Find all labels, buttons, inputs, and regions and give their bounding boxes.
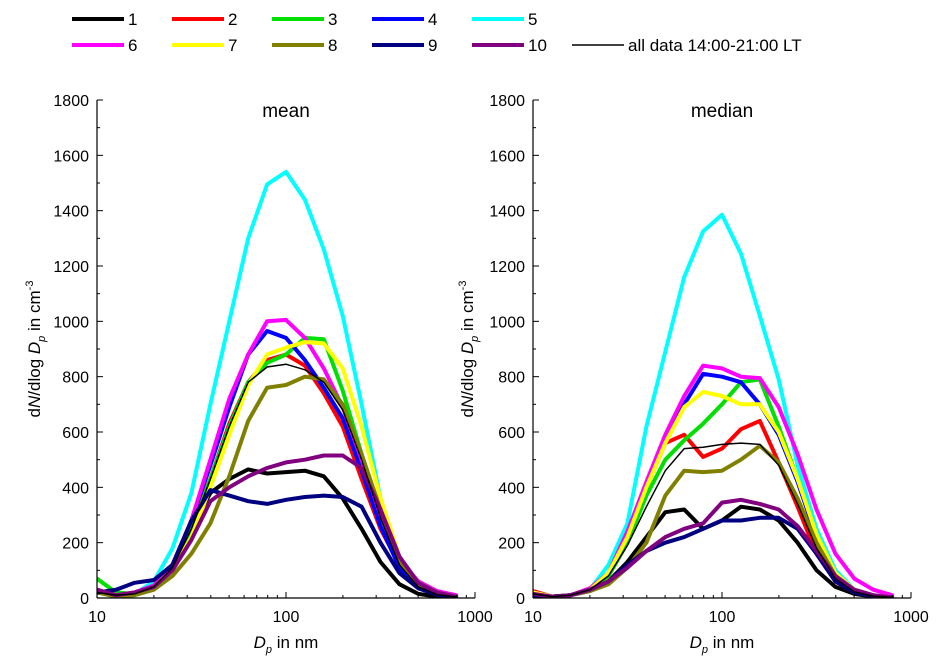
series-group — [533, 212, 895, 598]
x-tick-label: 100 — [273, 609, 300, 626]
legend-item-6: 6 — [72, 36, 137, 55]
legend-label: 8 — [328, 36, 337, 55]
y-tick-label: 1000 — [489, 314, 525, 331]
series-line-median-7 — [533, 389, 895, 598]
x-tick-label: 10 — [524, 609, 542, 626]
series-line-mean-6 — [97, 317, 459, 598]
y-tick-label: 400 — [498, 480, 525, 497]
legend-item-4: 4 — [372, 10, 437, 29]
legend-item-3: 3 — [272, 10, 337, 29]
legend-item-9: 9 — [372, 36, 437, 55]
legend-item-7: 7 — [172, 36, 237, 55]
y-axis-label: dN/dlog Dp in cm-3 — [457, 281, 481, 418]
y-tick-label: 1200 — [53, 259, 89, 276]
y-tick-label: 800 — [62, 370, 89, 387]
y-tick-label: 600 — [62, 425, 89, 442]
series-line-mean-1 — [97, 467, 459, 598]
legend-label: 6 — [128, 36, 137, 55]
panel-title: median — [691, 101, 753, 122]
y-tick-label: 600 — [498, 425, 525, 442]
panel-title: mean — [262, 101, 310, 122]
x-tick-label: 1000 — [893, 609, 929, 626]
series-line-median-5 — [533, 212, 895, 598]
y-axis-label: dN/dlog Dp in cm-3 — [24, 281, 48, 418]
x-axis-label: Dp in nm — [254, 633, 319, 656]
legend-item-10: 10 — [472, 36, 547, 55]
y-tick-label: 200 — [62, 536, 89, 553]
y-tick-label: 1600 — [53, 148, 89, 165]
legend-label: 3 — [328, 10, 337, 29]
series-line-median-all-data — [533, 442, 893, 598]
y-tick-label: 1400 — [489, 204, 525, 221]
y-tick-label: 0 — [80, 591, 89, 608]
legend-label: 1 — [128, 10, 137, 29]
chart-panel-mean: 0 200 400 600 800 1000 1200 1400 1600 1800 10 100 10… — [24, 93, 493, 656]
legend-label: 2 — [228, 10, 237, 29]
x-tick-label: 100 — [709, 609, 736, 626]
legend-label: 7 — [228, 36, 237, 55]
y-tick-label: 1200 — [489, 259, 525, 276]
series-line-median-3 — [533, 377, 895, 598]
legend-label: 10 — [528, 36, 547, 55]
y-tick-label: 800 — [498, 370, 525, 387]
legend-label: 9 — [428, 36, 437, 55]
legend-item-2: 2 — [172, 10, 237, 29]
y-tick-label: 0 — [516, 591, 525, 608]
series-line-mean-5 — [97, 169, 459, 598]
legend: 1 2 3 4 5 6 7 8 9 10 all data 14:00-21:00 LT — [72, 10, 802, 55]
y-tick-label: 1800 — [489, 93, 525, 110]
series-line-mean-9 — [97, 488, 459, 598]
chart-panel-median: 0 200 400 600 800 1000 1200 1400 1600 1800 10 100 10… — [457, 93, 929, 656]
y-tick-label: 200 — [498, 536, 525, 553]
y-tick-label: 1800 — [53, 93, 89, 110]
series-group — [97, 169, 459, 598]
x-tick-label: 10 — [88, 609, 106, 626]
y-tick-label: 1600 — [489, 148, 525, 165]
y-tick-label: 1000 — [53, 314, 89, 331]
series-line-median-4 — [533, 371, 895, 598]
legend-item-5: 5 — [472, 10, 537, 29]
x-axis-label: Dp in nm — [690, 633, 755, 656]
y-tick-label: 1400 — [53, 204, 89, 221]
legend-label: 5 — [528, 10, 537, 29]
series-line-median-6 — [533, 363, 895, 598]
legend-item-8: 8 — [272, 36, 337, 55]
y-tick-label: 400 — [62, 480, 89, 497]
legend-label: all data 14:00-21:00 LT — [628, 36, 802, 55]
legend-item-1: 1 — [72, 10, 137, 29]
series-line-mean-all-data — [97, 363, 457, 598]
x-tick-label: 1000 — [457, 609, 493, 626]
legend-label: 4 — [428, 10, 437, 29]
legend-item-all-data: all data 14:00-21:00 LT — [572, 36, 802, 55]
